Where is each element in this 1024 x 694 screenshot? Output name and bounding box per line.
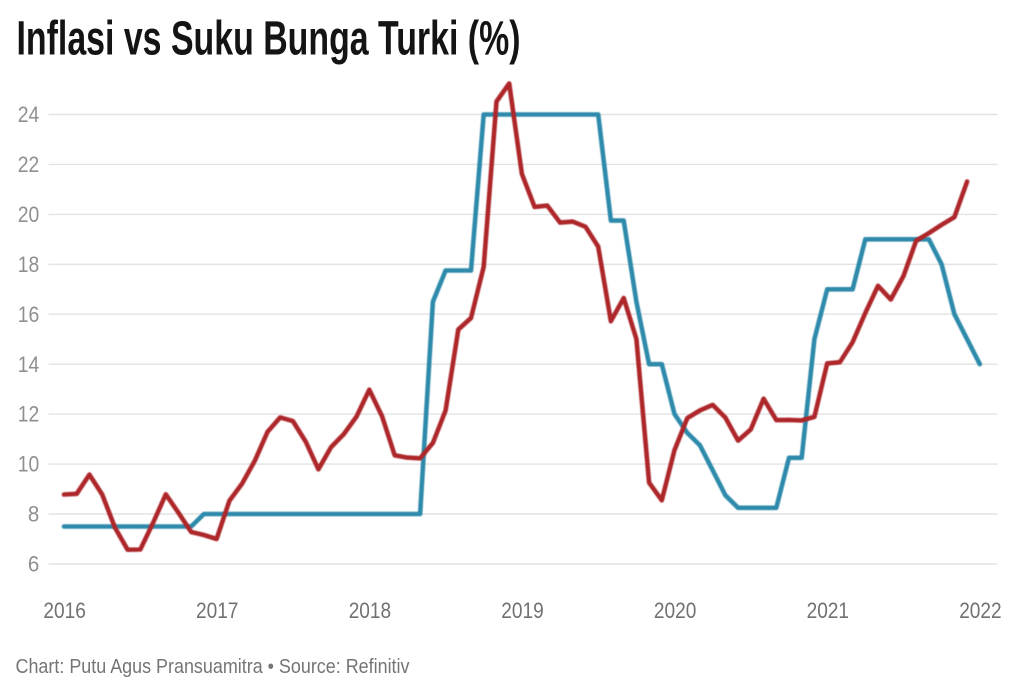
svg-text:12: 12 [18,402,40,427]
svg-text:16: 16 [18,302,40,327]
svg-text:2021: 2021 [807,598,849,623]
svg-text:22: 22 [18,152,40,177]
svg-text:2018: 2018 [349,598,391,623]
svg-text:2016: 2016 [43,598,85,623]
svg-text:14: 14 [18,352,40,377]
svg-text:2017: 2017 [196,598,238,623]
svg-text:Chart: Putu Agus Pransuamitra: Chart: Putu Agus Pransuamitra • Source: … [16,655,411,678]
svg-text:8: 8 [28,502,39,527]
svg-text:24: 24 [18,102,40,127]
svg-text:6: 6 [28,552,39,577]
svg-text:18: 18 [18,252,40,277]
svg-text:2019: 2019 [501,598,543,623]
svg-text:10: 10 [18,452,40,477]
svg-text:2022: 2022 [959,598,1001,623]
svg-text:20: 20 [18,202,40,227]
svg-text:2020: 2020 [654,598,696,623]
svg-text:Inflasi vs Suku Bunga Turki (%: Inflasi vs Suku Bunga Turki (%) [17,12,521,66]
